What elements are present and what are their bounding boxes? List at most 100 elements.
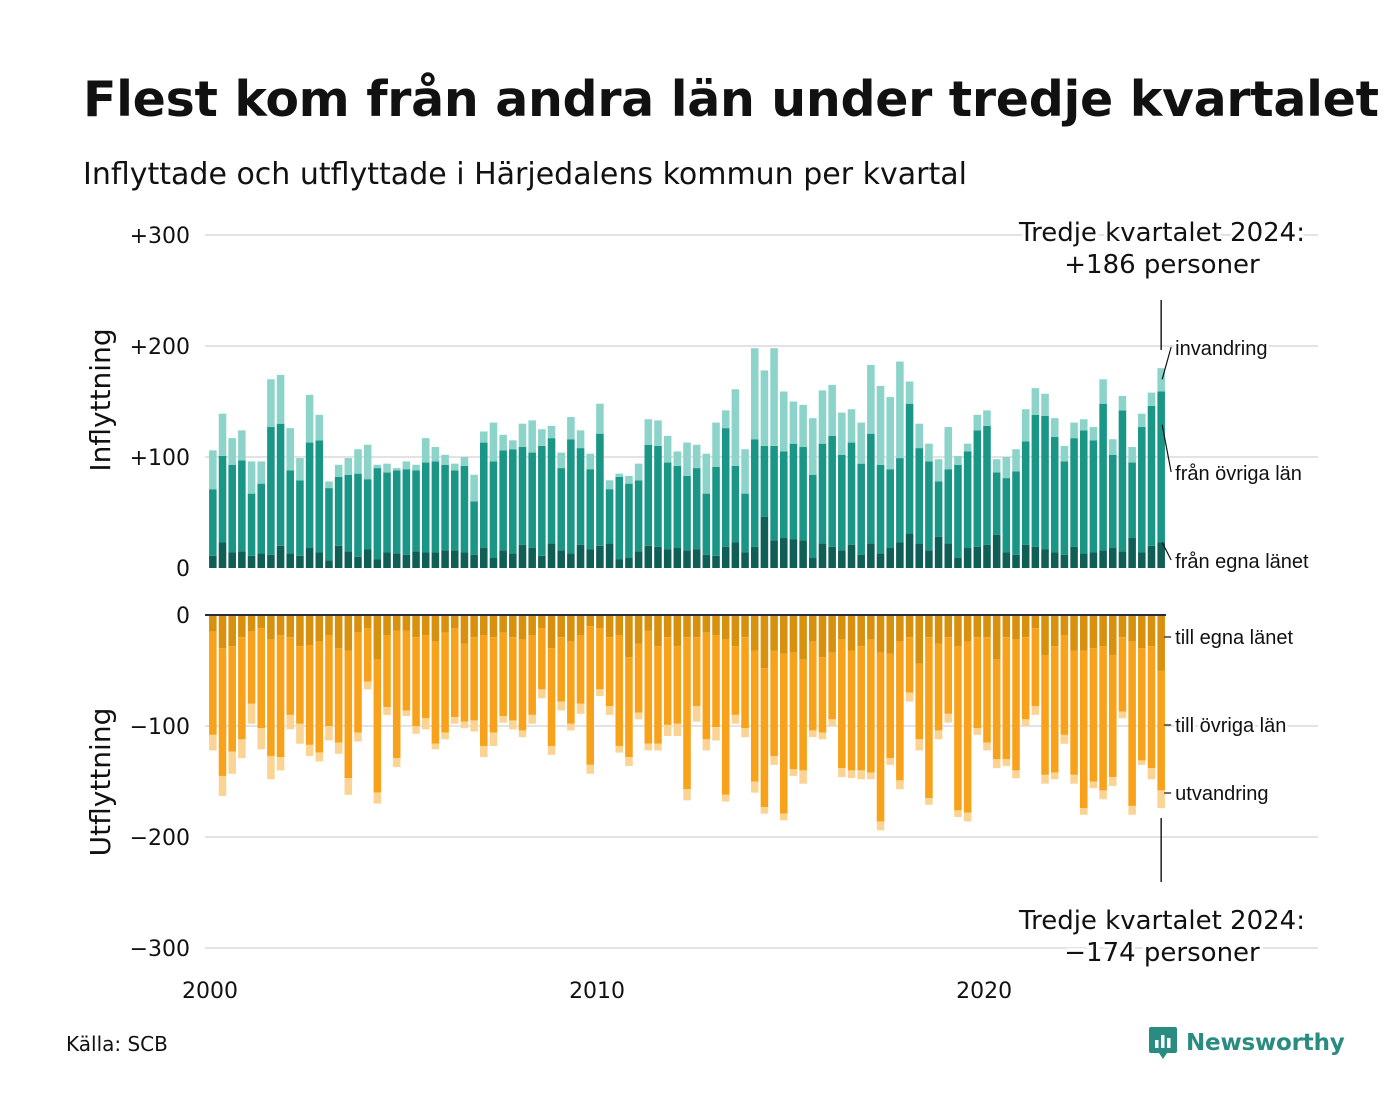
bar-out-other <box>296 646 304 724</box>
bar-in-other <box>450 470 459 551</box>
bar-in-immigration <box>402 461 411 470</box>
bar-out-own <box>702 615 711 633</box>
bar-in-own <box>1060 554 1069 568</box>
bar-in-other <box>586 469 595 550</box>
bar-in-own <box>925 550 933 568</box>
bar-out-other <box>1089 648 1098 782</box>
bar-out-own <box>286 615 295 638</box>
bar-in-own <box>954 558 962 568</box>
bar-in-own <box>567 553 575 568</box>
bar-out-other <box>828 652 836 720</box>
bar-in-other <box>838 454 846 551</box>
bar-out-own <box>973 615 982 638</box>
bar-in-other <box>1041 415 1049 550</box>
bar-out-own <box>576 615 585 635</box>
bar-in-other <box>373 468 382 560</box>
bar-in-immigration <box>673 451 682 466</box>
bar-in-immigration <box>1157 368 1165 392</box>
bar-out-other <box>973 637 982 729</box>
bar-in-other <box>992 472 1001 535</box>
bar-out-own <box>799 615 807 660</box>
bar-out-own <box>983 615 991 638</box>
bar-in-other <box>257 483 265 554</box>
bar-in-own <box>509 553 517 568</box>
bar-out-other <box>267 639 275 756</box>
bar-in-own <box>750 546 759 568</box>
bar-out-own <box>1128 615 1136 642</box>
bar-out-other <box>915 663 924 740</box>
bar-in-immigration <box>296 458 304 481</box>
bar-in-own <box>799 540 807 568</box>
bar-in-immigration <box>576 430 585 449</box>
bar-out-other <box>731 646 740 715</box>
bar-in-immigration <box>421 438 430 463</box>
bar-out-other <box>954 646 962 811</box>
bar-out-own <box>373 615 382 660</box>
bar-in-other <box>963 451 972 549</box>
bar-out-own <box>276 615 285 635</box>
bar-out-emigration <box>1147 768 1156 780</box>
bar-out-emigration <box>1002 759 1011 766</box>
bar-out-own <box>209 615 217 632</box>
bar-in-other <box>702 493 711 555</box>
bar-out-emigration <box>615 745 624 753</box>
bar-out-other <box>838 639 846 769</box>
bar-out-own <box>499 615 507 633</box>
bar-in-immigration <box>450 463 459 471</box>
bar-out-other <box>334 648 343 743</box>
bar-in-other <box>218 455 227 543</box>
bar-in-other <box>480 442 488 549</box>
bar-in-own <box>557 550 565 568</box>
bar-in-immigration <box>315 414 324 441</box>
bar-in-immigration <box>809 418 817 475</box>
bar-out-emigration <box>934 730 943 740</box>
bar-out-emigration <box>557 701 565 711</box>
bar-in-other <box>286 470 295 554</box>
bar-in-own <box>634 551 643 568</box>
bar-out-other <box>721 639 730 795</box>
bar-out-own <box>634 615 643 644</box>
bar-in-immigration <box>799 404 807 448</box>
bar-out-own <box>528 615 536 635</box>
bar-out-other <box>286 637 295 715</box>
label-leader-top <box>1161 346 1172 380</box>
bar-out-own <box>334 615 343 649</box>
bar-out-own <box>470 615 478 638</box>
bar-out-emigration <box>721 794 730 802</box>
bar-out-own <box>1031 615 1040 629</box>
bar-out-emigration <box>470 720 478 732</box>
bar-out-other <box>344 650 353 779</box>
bar-out-other <box>934 643 943 731</box>
bar-out-emigration <box>450 717 459 724</box>
bar-out-emigration <box>1118 711 1127 719</box>
bar-in-immigration <box>499 434 507 451</box>
bar-out-own <box>1050 615 1059 647</box>
bar-in-own <box>992 534 1001 568</box>
bar-in-other <box>905 403 914 534</box>
bar-in-other <box>354 473 362 557</box>
bar-out-own <box>1157 615 1165 671</box>
bar-in-own <box>683 550 691 568</box>
bar-out-emigration <box>1099 790 1107 800</box>
bar-out-own <box>1079 615 1088 651</box>
bar-in-immigration <box>567 417 575 440</box>
bar-out-other <box>692 637 701 707</box>
bar-in-immigration <box>363 444 372 480</box>
bar-out-emigration <box>809 730 817 738</box>
bar-out-emigration <box>1041 774 1049 784</box>
bar-in-other <box>605 489 614 544</box>
brand-logo[interactable]: Newsworthy <box>1148 1024 1345 1062</box>
bar-out-other <box>663 637 672 725</box>
bar-out-emigration <box>915 739 924 751</box>
bar-in-immigration <box>1089 427 1098 441</box>
bar-out-emigration <box>692 706 701 722</box>
bar-in-own <box>576 544 585 568</box>
bar-out-other <box>847 650 856 771</box>
bar-in-immigration <box>596 403 604 434</box>
bar-in-other <box>760 445 769 517</box>
bar-in-other <box>867 433 875 544</box>
bar-out-own <box>867 615 875 640</box>
bar-in-immigration <box>209 450 217 490</box>
bar-in-immigration <box>760 370 769 446</box>
bar-in-other <box>325 488 333 561</box>
